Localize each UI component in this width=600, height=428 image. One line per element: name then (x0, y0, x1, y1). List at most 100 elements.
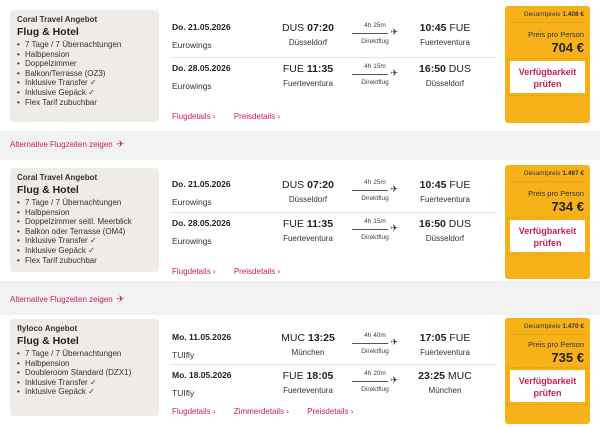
flight-duration: 4h 15m ✈ Direktflug (352, 63, 398, 86)
arrival-time: 16:50 (419, 63, 446, 75)
departure: FUE 11:35 Fuerteventura (268, 218, 348, 243)
arrival-code: FUE (449, 179, 471, 191)
departure-code: FUE (282, 370, 304, 382)
feature-item: Inklusive Gepäck ✓ (17, 246, 152, 256)
price-box: Gesamtpreis 1.467 € Preis pro Person 734… (505, 165, 590, 279)
duration: 4h 15m (364, 218, 386, 225)
total-price-label: Gesamtpreis (523, 11, 561, 18)
airline: TUIfly (172, 350, 195, 360)
feature-item: Balkon/Terrasse (OZ3) (17, 69, 152, 79)
flight-type: Direktflug (361, 195, 389, 202)
price-details-link[interactable]: Preisdetails (234, 112, 280, 121)
arrival-city: Fuerteventura (420, 38, 470, 47)
alternative-flights-label: Alternative Flugzeiten zeigen (10, 295, 113, 304)
arrival-time: 10:45 (419, 22, 447, 34)
feature-item: Doppelzimmer seitl. Meerblick (17, 217, 152, 227)
airplane-icon: ✈ (390, 184, 398, 194)
feature-item: Inklusive Transfer ✓ (17, 78, 152, 88)
price-details-link[interactable]: Preisdetails (234, 267, 280, 276)
price-per-person-label: Preis pro Person (528, 30, 584, 39)
total-price: 1.467 € (562, 170, 584, 177)
departure-time: 13:25 (307, 332, 335, 344)
flight-date: Mo. 11.05.2026 (172, 332, 232, 342)
departure: DUS 07:20 Düsseldorf (268, 179, 348, 204)
departure-city: Fuerteventura (283, 234, 333, 243)
departure: FUE 11:35 Fuerteventura (268, 63, 348, 88)
check-availability-button[interactable]: Verfügbarkeit prüfen (507, 217, 588, 255)
departure-time: 07:20 (307, 22, 334, 34)
price-details-link[interactable]: Preisdetails (307, 407, 353, 416)
arrival-time: 17:05 (419, 332, 447, 344)
price-per-person: 735 € (551, 350, 584, 365)
departure: FUE 18:05 Fuerteventura (268, 370, 348, 395)
total-price-label: Gesamtpreis (523, 323, 561, 330)
airplane-icon: ✈ (390, 27, 398, 37)
check-availability-button[interactable]: Verfügbarkeit prüfen (507, 367, 588, 405)
flight-date: Do. 28.05.2026 (172, 63, 231, 73)
flight-duration: 4h 15m ✈ Direktflug (352, 218, 398, 241)
departure-time: 11:35 (306, 218, 334, 230)
departure-city: Düsseldorf (288, 195, 328, 204)
departure-time: 18:05 (306, 370, 334, 382)
departure-time: 11:35 (306, 63, 334, 75)
room-details-link[interactable]: Zimmerdetails (234, 407, 289, 416)
departure-city: Fuerteventura (283, 386, 333, 395)
arrival: 23:25 MUC München (404, 370, 486, 395)
flight-details-link[interactable]: Flugdetails (172, 407, 216, 416)
arrival-city: Düsseldorf (425, 234, 465, 243)
flight-date: Do. 21.05.2026 (172, 22, 231, 32)
flight-duration: 4h 40m ✈ Direktflug (352, 332, 398, 355)
detail-links: Flugdetails Preisdetails (172, 112, 296, 121)
departure-code: FUE (282, 63, 304, 75)
price-per-person-label: Preis pro Person (528, 340, 584, 349)
arrival-code: MUC (447, 370, 472, 382)
duration: 4h 40m (364, 332, 386, 339)
alternative-flights-link[interactable]: Alternative Flugzeiten zeigen ✈ (10, 139, 124, 150)
price-per-person: 704 € (551, 40, 584, 55)
departure: DUS 07:20 Düsseldorf (268, 22, 348, 47)
departure-city: Fuerteventura (283, 79, 333, 88)
feature-item: Inklusive Transfer ✓ (17, 236, 152, 246)
provider-name: Coral Travel Angebot (17, 173, 98, 182)
feature-item: 7 Tage / 7 Übernachtungen (17, 349, 152, 359)
detail-links: Flugdetails Preisdetails (172, 267, 296, 276)
inbound-flight: Do. 28.05.2026 Eurowings FUE 11:35 Fuert… (172, 63, 497, 101)
feature-item: Inklusive Transfer ✓ (17, 378, 152, 388)
feature-item: Inklusive Gepäck ✓ (17, 88, 152, 98)
offer-card-1: Coral Travel Angebot Flug & Hotel 7 Tage… (0, 0, 600, 131)
check-availability-button[interactable]: Verfügbarkeit prüfen (507, 58, 588, 96)
alternative-flights-link[interactable]: Alternative Flugzeiten zeigen ✈ (10, 294, 124, 305)
airline: Eurowings (172, 40, 212, 50)
airline: Eurowings (172, 236, 212, 246)
flight-type: Direktflug (361, 38, 389, 45)
arrival: 16:50 DUS Düsseldorf (404, 218, 486, 243)
feature-list: 7 Tage / 7 Übernachtungen Halbpension Do… (17, 40, 152, 107)
flight-duration: 4h 25m ✈ Direktflug (352, 22, 398, 45)
airplane-icon: ✈ (390, 68, 398, 78)
arrival: 17:05 FUE Fuerteventura (404, 332, 486, 357)
offer-card-3: flyloco Angebot Flug & Hotel 7 Tage / 7 … (0, 315, 600, 428)
duration: 4h 15m (364, 63, 386, 70)
airplane-icon: ✈ (116, 294, 125, 304)
flight-duration: 4h 20m ✈ Direktflug (352, 370, 398, 393)
total-price: 1.470 € (562, 323, 584, 330)
flight-details-link[interactable]: Flugdetails (172, 112, 216, 121)
product-type: Flug & Hotel (17, 335, 79, 347)
arrival-code: FUE (449, 22, 471, 34)
divider (172, 212, 497, 213)
airplane-icon: ✈ (390, 337, 398, 347)
inbound-flight: Do. 28.05.2026 Eurowings FUE 11:35 Fuert… (172, 218, 497, 256)
price-box: Gesamtpreis 1.408 € Preis pro Person 704… (505, 6, 590, 123)
outbound-flight: Do. 21.05.2026 Eurowings DUS 07:20 Düsse… (172, 179, 497, 217)
arrival-code: DUS (448, 63, 471, 75)
provider-name: flyloco Angebot (17, 324, 78, 333)
provider-name: Coral Travel Angebot (17, 15, 98, 24)
duration: 4h 25m (364, 22, 386, 29)
flight-details-link[interactable]: Flugdetails (172, 267, 216, 276)
outbound-flight: Mo. 11.05.2026 TUIfly MUC 13:25 München … (172, 332, 497, 370)
product-type: Flug & Hotel (17, 184, 79, 196)
flight-date: Do. 21.05.2026 (172, 179, 231, 189)
arrival-code: FUE (449, 332, 471, 344)
departure-time: 07:20 (307, 179, 334, 191)
price-box: Gesamtpreis 1.470 € Preis pro Person 735… (505, 318, 590, 424)
